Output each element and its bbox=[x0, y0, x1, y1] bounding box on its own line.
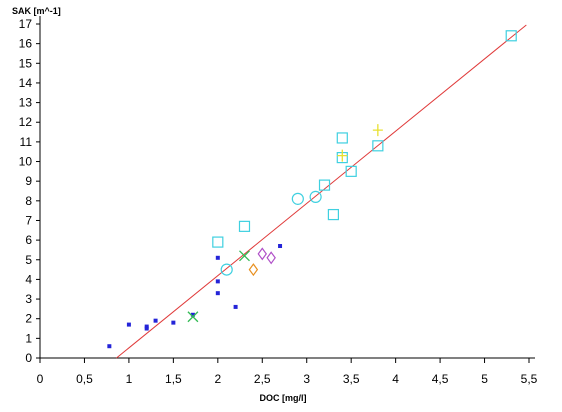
point-plus bbox=[372, 124, 383, 137]
y-tick-label: 0 bbox=[25, 351, 32, 365]
point-cross bbox=[239, 250, 250, 262]
y-tick-label: 7 bbox=[25, 213, 32, 227]
point-open-circle bbox=[309, 190, 322, 203]
point-open-diamond bbox=[257, 247, 268, 261]
x-tick-label: 4,5 bbox=[432, 372, 449, 386]
point-filled-square bbox=[278, 244, 283, 249]
point-open-square bbox=[238, 220, 251, 232]
point-open-square bbox=[212, 236, 224, 248]
point-open-square bbox=[345, 165, 357, 177]
point-open-square bbox=[372, 140, 384, 152]
y-tick-label: 3 bbox=[25, 292, 32, 306]
y-tick-label: 13 bbox=[19, 96, 33, 110]
regression-line-group bbox=[116, 24, 527, 359]
point-plus bbox=[337, 149, 348, 162]
point-open-circle bbox=[220, 263, 233, 276]
y-tick-label: 11 bbox=[20, 135, 33, 149]
point-cross bbox=[187, 311, 199, 323]
point-filled-square bbox=[215, 291, 220, 296]
point-open-diamond bbox=[248, 263, 259, 277]
y-tick-label: 6 bbox=[25, 233, 32, 247]
point-open-square bbox=[336, 132, 348, 144]
point-filled-square bbox=[190, 312, 195, 317]
y-tick-label: 14 bbox=[19, 76, 33, 90]
y-tick-label: 8 bbox=[25, 194, 32, 208]
regression-line bbox=[116, 24, 527, 359]
point-filled-square bbox=[153, 318, 158, 323]
point-filled-square bbox=[233, 304, 238, 309]
x-tick-label: 5,5 bbox=[521, 372, 538, 386]
y-tick-label: 4 bbox=[25, 272, 32, 286]
point-filled-square bbox=[215, 279, 220, 284]
point-open-diamond bbox=[266, 251, 276, 265]
x-tick-label: 1 bbox=[126, 372, 133, 386]
y-tick-label: 9 bbox=[25, 174, 32, 188]
y-tick-label: 16 bbox=[19, 37, 33, 51]
y-tick-label: 10 bbox=[19, 155, 33, 169]
x-tick-label: 0 bbox=[37, 372, 44, 386]
x-tick-label: 2 bbox=[214, 372, 221, 386]
y-tick-label: 12 bbox=[19, 115, 33, 129]
x-tick-label: 1,5 bbox=[165, 372, 182, 386]
point-open-square bbox=[505, 30, 517, 42]
x-tick-label: 3 bbox=[303, 372, 310, 386]
point-filled-square bbox=[171, 320, 176, 325]
x-tick-label: 4 bbox=[392, 372, 399, 386]
point-filled-square bbox=[215, 255, 220, 260]
point-open-square bbox=[318, 179, 331, 191]
point-filled-square bbox=[107, 344, 112, 349]
data-points bbox=[107, 30, 517, 349]
x-axis-title: DOC [mg/l] bbox=[260, 393, 307, 403]
point-open-circle bbox=[291, 192, 304, 205]
y-tick-label: 17 bbox=[19, 17, 33, 31]
point-filled-square bbox=[126, 322, 131, 327]
y-tick-label: 15 bbox=[19, 56, 33, 70]
x-tick-label: 3,5 bbox=[343, 372, 360, 386]
x-tick-label: 0,5 bbox=[76, 372, 93, 386]
point-open-square bbox=[327, 208, 339, 221]
y-axis-title: SAK [m^-1] bbox=[12, 6, 61, 16]
x-tick-label: 5 bbox=[481, 372, 488, 386]
x-tick-label: 2,5 bbox=[254, 372, 271, 386]
point-filled-square bbox=[144, 326, 149, 331]
y-tick-label: 1 bbox=[25, 331, 32, 345]
y-tick-label: 5 bbox=[25, 253, 32, 267]
y-tick-label: 2 bbox=[25, 312, 32, 326]
